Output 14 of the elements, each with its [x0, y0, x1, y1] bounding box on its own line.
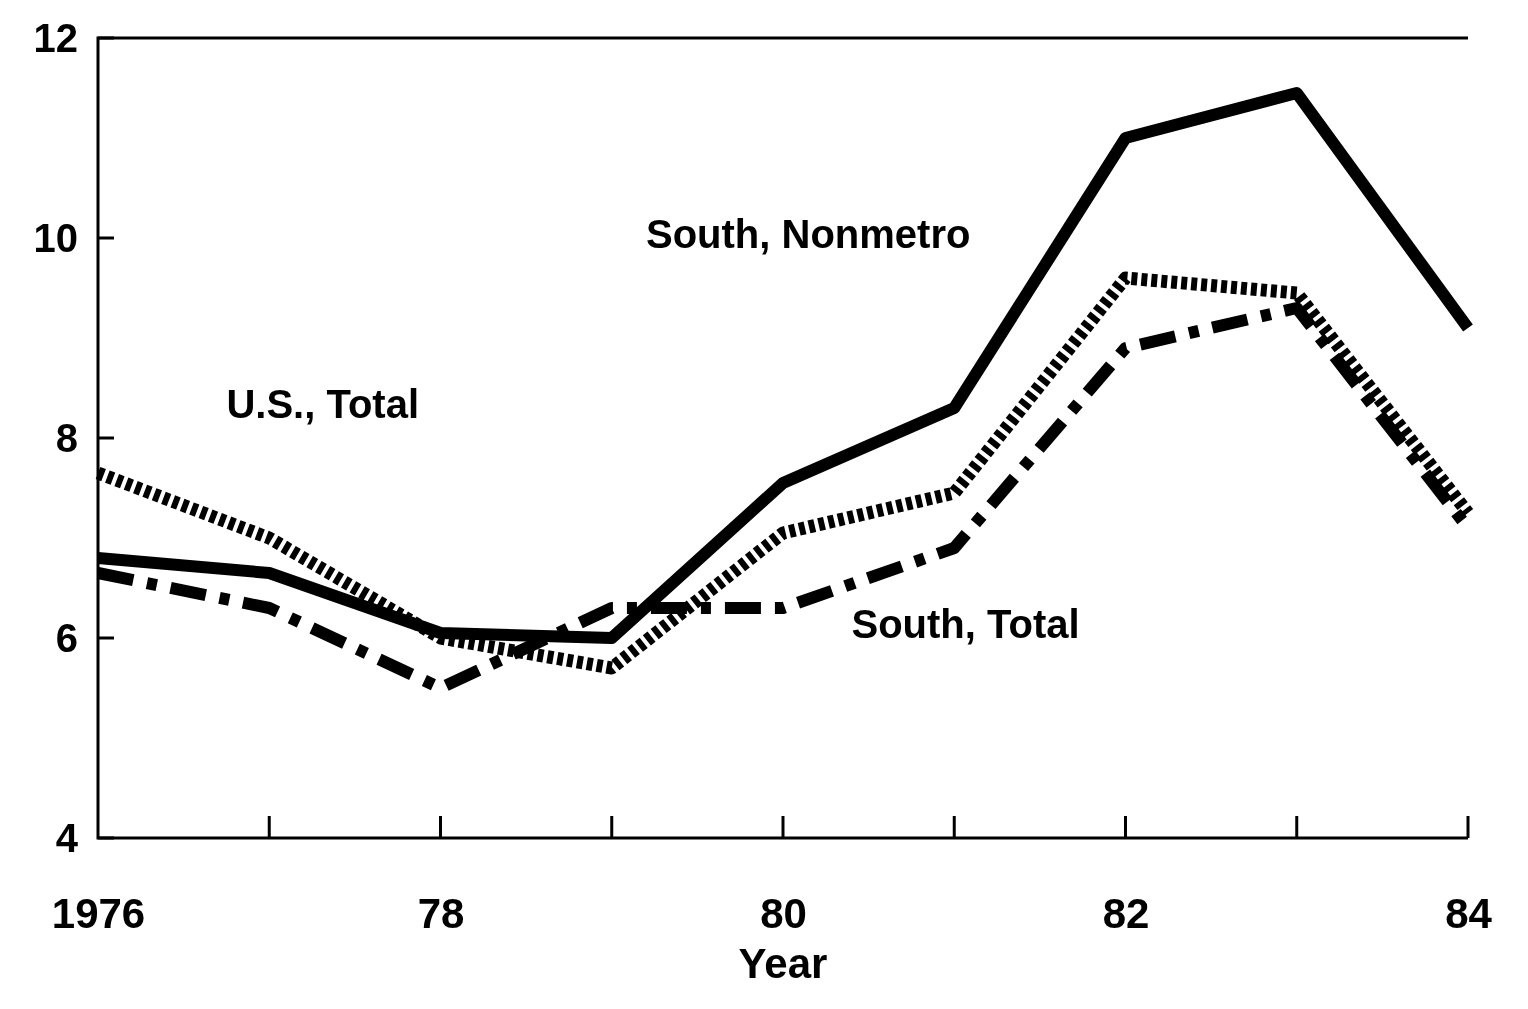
- x-tick-label: 78: [417, 889, 465, 937]
- x-tick-label: 80: [760, 889, 807, 937]
- series-label: South, Nonmetro: [646, 212, 971, 256]
- x-tick-label: 1976: [51, 889, 146, 937]
- y-tick-label: 6: [55, 616, 78, 660]
- y-tick-label: 8: [55, 416, 78, 460]
- y-tick-label: 12: [33, 16, 78, 60]
- text: U.S., Total: [226, 382, 420, 426]
- series-label: South, Total: [851, 602, 1080, 646]
- x-tick-label: 82: [1102, 889, 1150, 937]
- y-tick-label: 10: [33, 216, 78, 260]
- x-tick-label: 84: [1445, 889, 1493, 937]
- x-axis-title: Year: [738, 940, 828, 987]
- y-tick-label: 4: [55, 816, 79, 860]
